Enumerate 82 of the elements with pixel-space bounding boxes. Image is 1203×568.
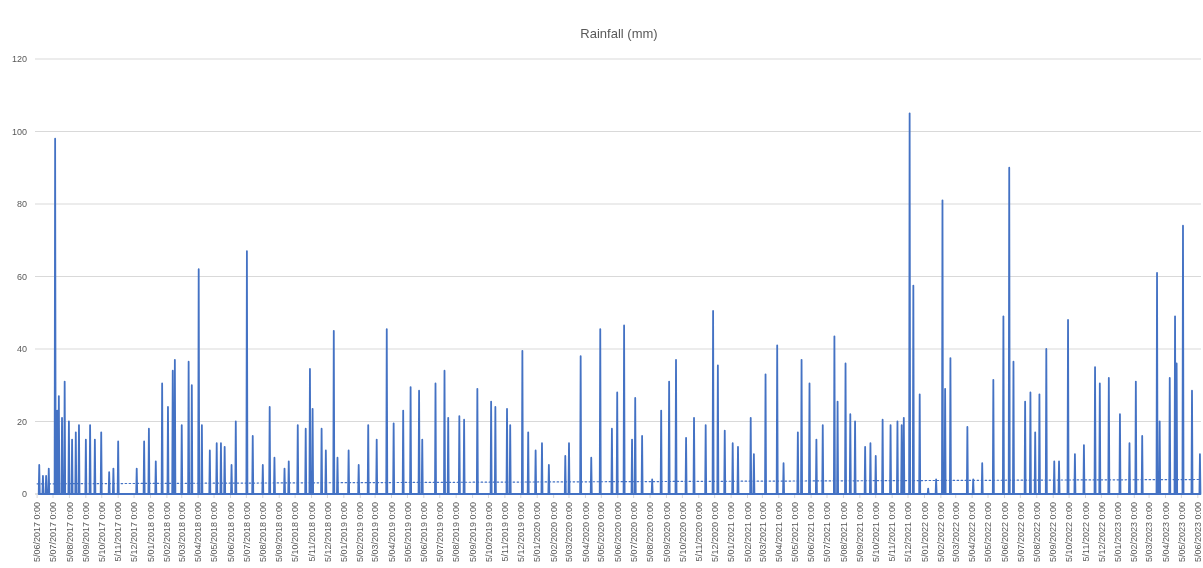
x-tick-label: 5/07/2018 0:00 bbox=[241, 502, 252, 563]
x-tick-label: 5/12/2017 0:00 bbox=[129, 502, 140, 563]
y-tick-label: 100 bbox=[11, 126, 27, 137]
x-tick-label: 5/11/2019 0:00 bbox=[500, 502, 511, 562]
x-tick-label: 5/04/2018 0:00 bbox=[193, 502, 204, 563]
x-tick-label: 5/08/2021 0:00 bbox=[838, 502, 849, 563]
x-tick-label: 5/12/2020 0:00 bbox=[709, 502, 720, 563]
x-tick-label: 5/12/2021 0:00 bbox=[903, 502, 914, 563]
y-tick-label: 0 bbox=[21, 489, 27, 500]
y-tick-label: 20 bbox=[16, 416, 27, 427]
x-tick-label: 5/09/2017 0:00 bbox=[81, 502, 92, 563]
x-tick-label: 5/02/2023 0:00 bbox=[1129, 502, 1140, 563]
x-tick-label: 5/05/2020 0:00 bbox=[596, 502, 607, 563]
x-tick-label: 5/06/2019 0:00 bbox=[418, 502, 429, 563]
x-tick-label: 5/01/2022 0:00 bbox=[919, 502, 930, 563]
x-tick-label: 5/06/2023 0:00 bbox=[1192, 502, 1203, 563]
x-tick-label: 5/06/2022 0:00 bbox=[999, 502, 1010, 563]
x-tick-label: 5/09/2020 0:00 bbox=[661, 502, 672, 563]
x-tick-label: 5/09/2021 0:00 bbox=[854, 502, 865, 563]
x-tick-label: 5/11/2021 0:00 bbox=[887, 502, 898, 562]
y-tick-label: 60 bbox=[16, 271, 27, 282]
x-tick-label: 5/12/2018 0:00 bbox=[322, 502, 333, 563]
x-tick-label: 5/07/2019 0:00 bbox=[434, 502, 445, 563]
x-tick-label: 5/04/2023 0:00 bbox=[1160, 502, 1171, 563]
x-tick-label: 5/11/2022 0:00 bbox=[1080, 502, 1091, 562]
x-tick-label: 5/12/2022 0:00 bbox=[1096, 502, 1107, 563]
x-tick-label: 5/06/2018 0:00 bbox=[225, 502, 236, 563]
x-tick-label: 5/08/2020 0:00 bbox=[645, 502, 656, 563]
y-tick-label: 80 bbox=[16, 199, 27, 210]
x-tick-label: 5/10/2020 0:00 bbox=[677, 502, 688, 563]
x-tick-label: 5/01/2019 0:00 bbox=[339, 502, 349, 563]
x-tick-label: 5/09/2018 0:00 bbox=[274, 502, 285, 563]
x-tick-label: 5/01/2021 0:00 bbox=[726, 502, 737, 563]
x-tick-label: 5/10/2017 0:00 bbox=[96, 502, 107, 563]
x-tick-label: 5/07/2017 0:00 bbox=[48, 502, 59, 563]
x-tick-label: 5/02/2019 0:00 bbox=[355, 502, 366, 563]
x-tick-label: 5/02/2021 0:00 bbox=[742, 502, 753, 563]
x-tick-label: 5/01/2023 0:00 bbox=[1112, 502, 1123, 563]
x-tick-label: 5/04/2022 0:00 bbox=[967, 502, 978, 563]
x-tick-label: 5/08/2017 0:00 bbox=[64, 502, 75, 563]
line-series bbox=[37, 112, 1202, 495]
x-tick-label: 5/08/2018 0:00 bbox=[257, 502, 268, 563]
x-tick-label: 5/05/2023 0:00 bbox=[1176, 502, 1187, 563]
x-tick-label: 5/10/2021 0:00 bbox=[870, 502, 881, 563]
x-tick-label: 5/03/2023 0:00 bbox=[1144, 502, 1155, 563]
chart-title: Rainfall (mm) bbox=[580, 26, 658, 41]
x-tick-label: 5/03/2022 0:00 bbox=[950, 502, 961, 563]
x-tick-label: 5/06/2021 0:00 bbox=[806, 502, 817, 563]
x-tick-label: 5/08/2022 0:00 bbox=[1031, 502, 1042, 563]
x-tick-label: 5/05/2021 0:00 bbox=[789, 502, 800, 563]
x-tick-label: 5/05/2022 0:00 bbox=[983, 502, 994, 563]
x-tick-label: 5/02/2018 0:00 bbox=[162, 502, 173, 563]
x-tick-label: 5/10/2022 0:00 bbox=[1064, 502, 1075, 563]
x-tick-label: 5/01/2018 0:00 bbox=[145, 502, 156, 563]
x-tick-label: 5/07/2020 0:00 bbox=[628, 502, 639, 563]
x-tick-label: 5/10/2019 0:00 bbox=[483, 502, 494, 563]
x-tick-label: 5/04/2020 0:00 bbox=[580, 502, 591, 563]
x-tick-label: 5/07/2021 0:00 bbox=[822, 502, 833, 563]
x-tick-label: 5/03/2019 0:00 bbox=[370, 502, 381, 563]
x-tick-label: 5/02/2022 0:00 bbox=[936, 502, 947, 563]
x-tick-label: 5/09/2019 0:00 bbox=[467, 502, 478, 563]
x-tick-label: 5/03/2021 0:00 bbox=[757, 502, 768, 563]
x-tick-label: 5/11/2017 0:00 bbox=[113, 502, 124, 562]
x-tick-label: 5/04/2019 0:00 bbox=[386, 502, 397, 563]
x-tick-label: 5/02/2020 0:00 bbox=[548, 502, 559, 563]
y-tick-label: 120 bbox=[11, 54, 27, 65]
x-tick-label: 5/03/2018 0:00 bbox=[176, 502, 187, 563]
x-tick-label: 5/06/2017 0:00 bbox=[32, 502, 43, 563]
x-tick-label: 5/04/2021 0:00 bbox=[773, 502, 784, 563]
x-tick-label: 5/01/2020 0:00 bbox=[532, 502, 543, 563]
x-tick-label: 5/11/2020 0:00 bbox=[693, 502, 704, 562]
y-tick-label: 40 bbox=[16, 344, 27, 355]
x-tick-label: 5/06/2020 0:00 bbox=[612, 502, 623, 563]
x-tick-label: 5/12/2019 0:00 bbox=[515, 502, 526, 563]
x-tick-label: 5/11/2018 0:00 bbox=[306, 502, 317, 562]
x-tick-label: 5/05/2019 0:00 bbox=[402, 502, 413, 563]
x-tick-label: 5/10/2018 0:00 bbox=[290, 502, 301, 563]
x-tick-label: 5/07/2022 0:00 bbox=[1015, 502, 1026, 563]
x-tick-label: 5/05/2018 0:00 bbox=[209, 502, 220, 563]
x-tick-label: 5/08/2019 0:00 bbox=[451, 502, 462, 563]
x-tick-label: 5/09/2022 0:00 bbox=[1048, 502, 1059, 563]
x-tick-label: 5/03/2020 0:00 bbox=[564, 502, 575, 563]
